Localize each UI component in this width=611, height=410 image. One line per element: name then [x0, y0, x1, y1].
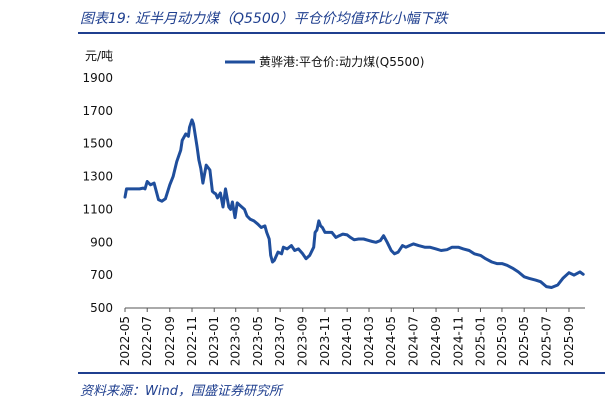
x-tick-label: 2025-03	[495, 316, 509, 366]
x-tick-label: 2024-01	[340, 316, 354, 366]
figure-title: 图表19: 近半月动力煤（Q5500）平仓价均值环比小幅下跌	[80, 11, 448, 27]
y-tick-label: 900	[90, 235, 113, 249]
x-tick-label: 2024-05	[384, 316, 398, 366]
title-rule	[78, 32, 605, 34]
x-tick-label: 2023-11	[318, 316, 332, 366]
x-tick-label: 2023-01	[207, 316, 221, 366]
y-axis-unit: 元/吨	[85, 49, 114, 63]
x-tick-label: 2022-11	[185, 316, 199, 366]
x-tick-label: 2023-03	[229, 316, 243, 366]
y-tick-label: 1100	[82, 202, 113, 216]
x-tick-label: 2023-09	[296, 316, 310, 366]
series-line-q5500	[123, 118, 585, 289]
x-tick-label: 2022-05	[118, 316, 132, 366]
legend-label: 黄骅港:平仓价:动力煤(Q5500)	[259, 55, 424, 69]
source-note: 资料来源：Wind，国盛证券研究所	[80, 384, 282, 399]
x-tick-label: 2024-03	[362, 316, 376, 366]
source-rule	[78, 372, 605, 374]
x-tick-label: 2024-11	[451, 316, 465, 366]
x-tick-label: 2025-09	[562, 316, 576, 366]
x-axis: 2022-05 2022-07 2022-09 2022-11 2023-01 2023-…	[118, 308, 576, 366]
y-tick-label: 1900	[82, 71, 113, 85]
x-tick-label: 2022-07	[140, 316, 154, 366]
x-tick-label: 2025-05	[517, 316, 531, 366]
x-tick-label: 2023-07	[273, 316, 287, 366]
y-tick-label: 1700	[82, 104, 113, 118]
legend: 黄骅港:平仓价:动力煤(Q5500)	[225, 55, 424, 69]
x-tick-label: 2025-01	[473, 316, 487, 366]
y-tick-label: 1500	[82, 137, 113, 151]
x-tick-label: 2022-09	[163, 316, 177, 366]
y-axis: 500 700 900 1100 1300 1500 1700 1900	[82, 71, 113, 315]
x-tick-label: 2024-07	[406, 316, 420, 366]
y-tick-label: 1300	[82, 170, 113, 184]
y-tick-label: 700	[90, 268, 113, 282]
x-tick-label: 2023-05	[251, 316, 265, 366]
x-tick-label: 2024-09	[429, 316, 443, 366]
x-tick-label: 2025-07	[539, 316, 553, 366]
y-tick-label: 500	[90, 301, 113, 315]
